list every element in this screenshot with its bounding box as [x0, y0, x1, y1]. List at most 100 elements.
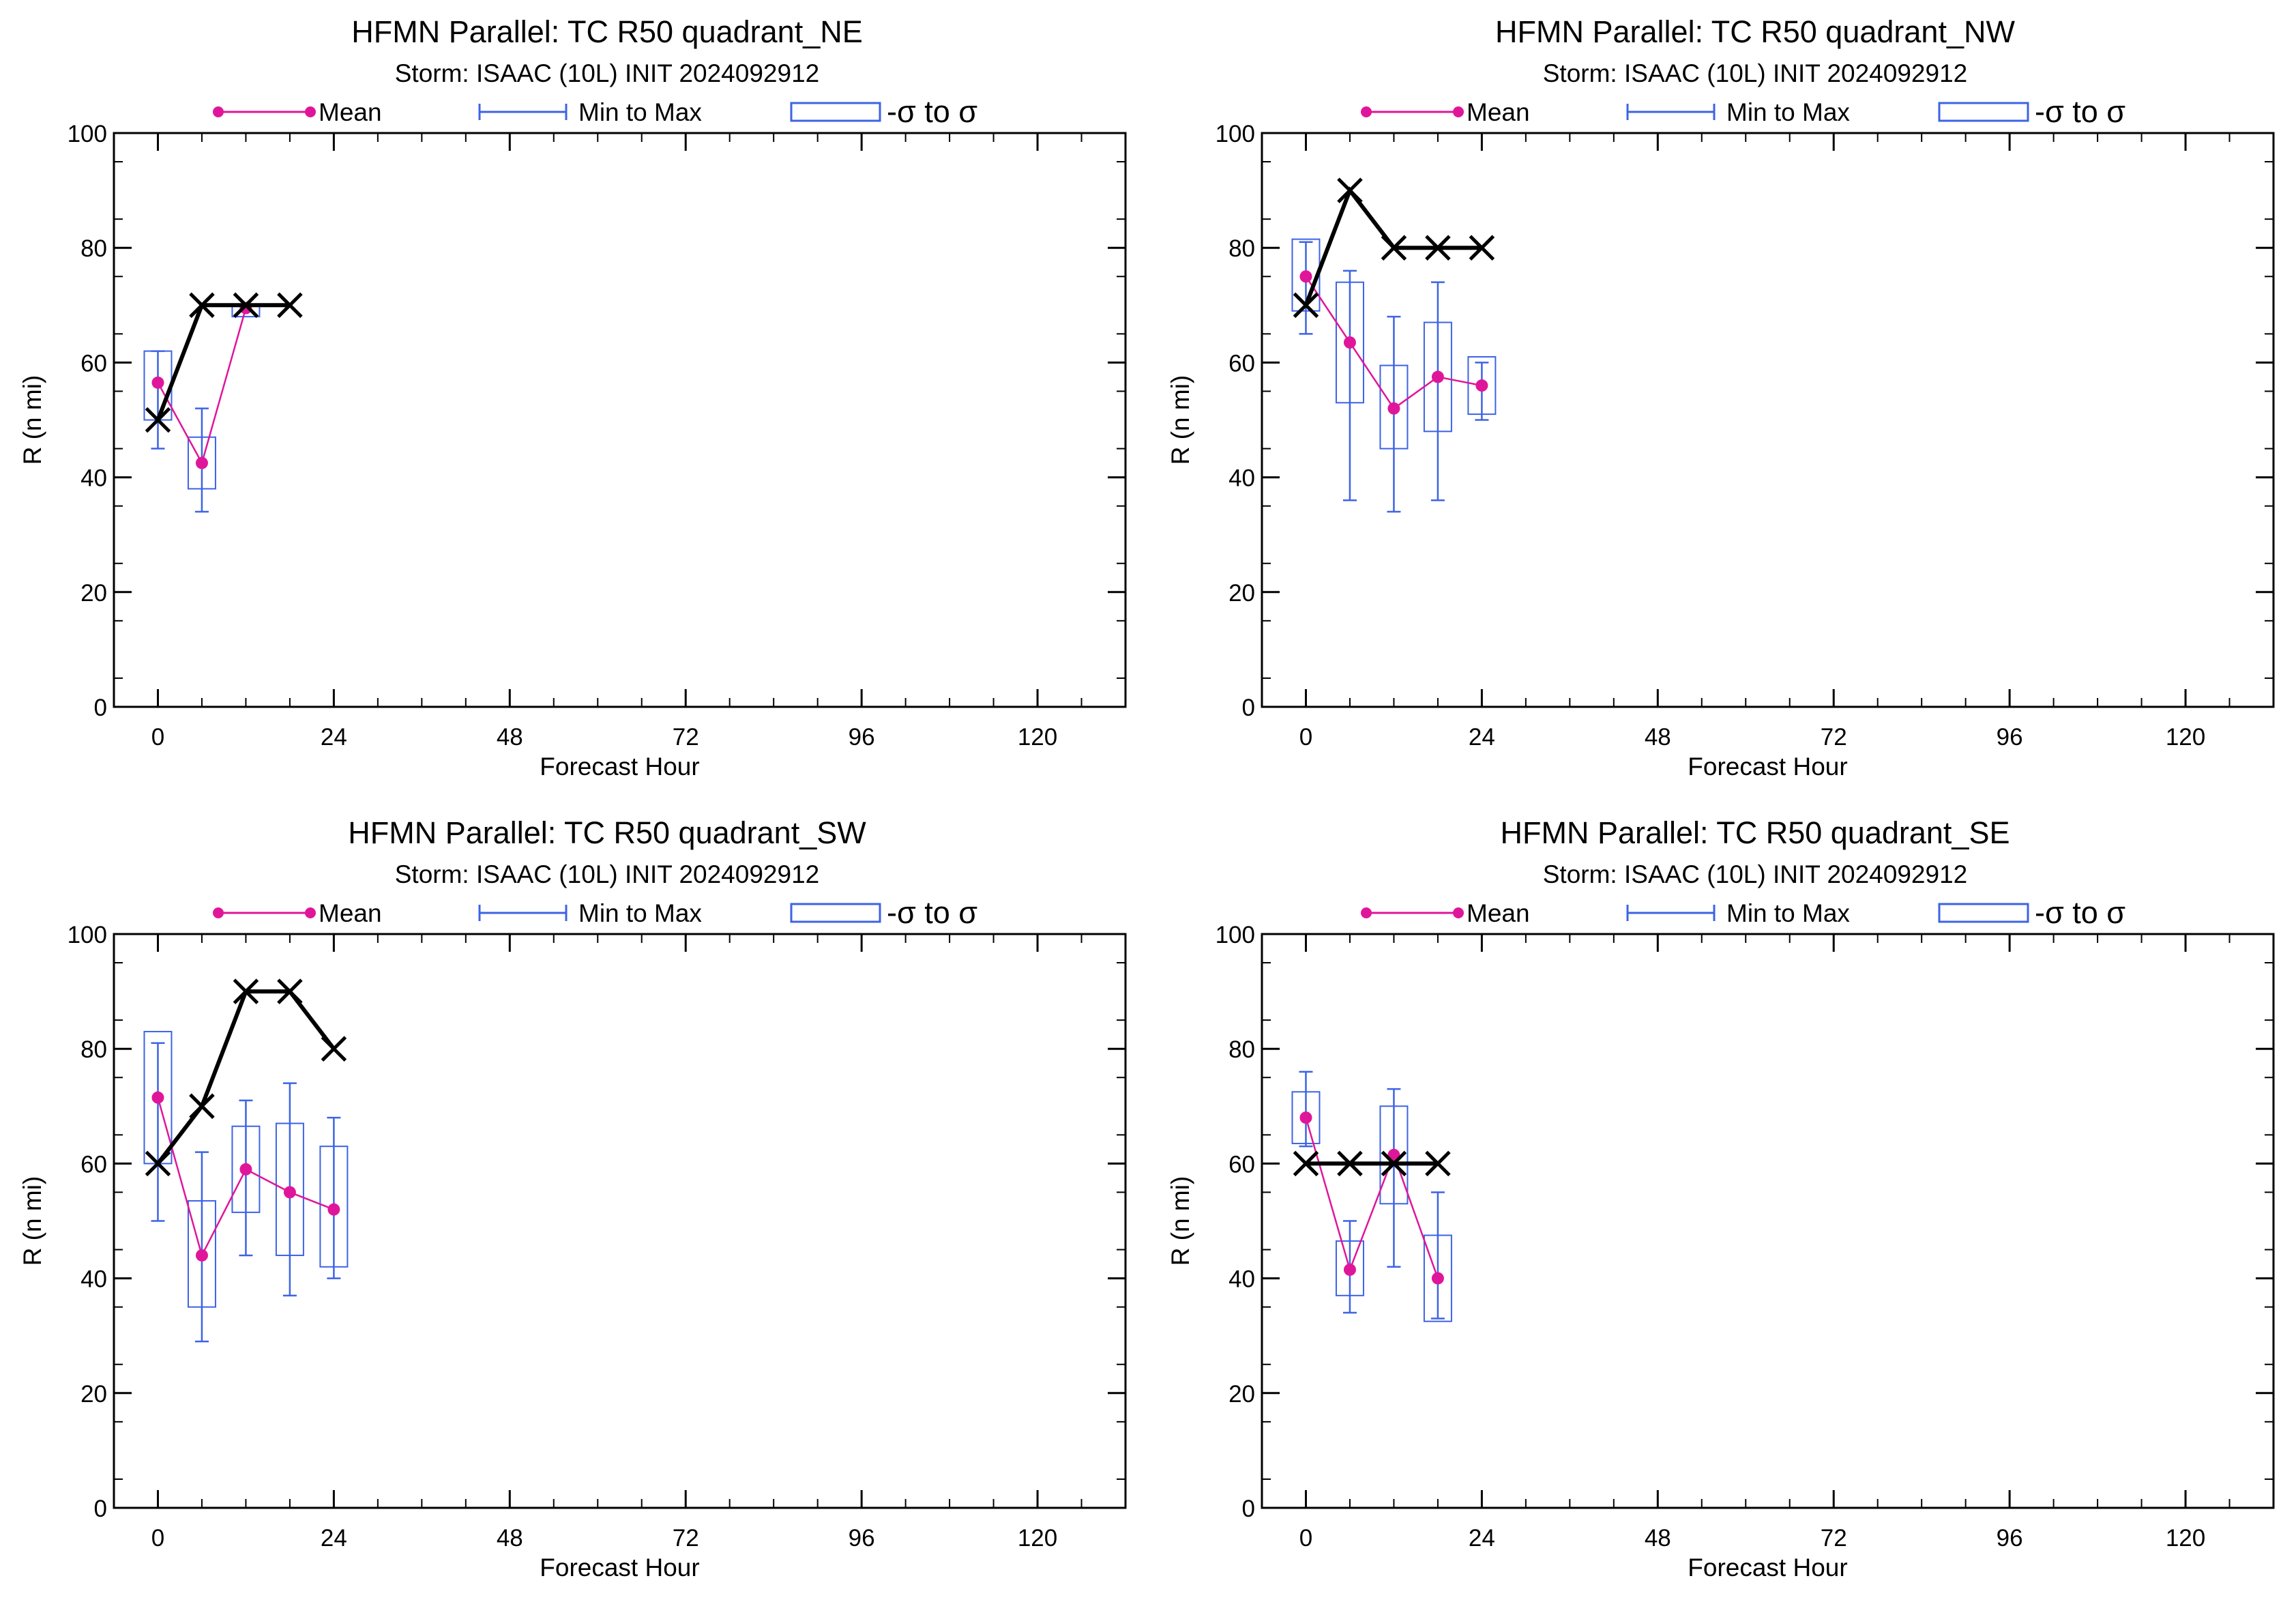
x-tick-label: 120	[2166, 724, 2205, 751]
chart-title: HFMN Parallel: TC R50 quadrant_SW	[348, 815, 866, 850]
x-tick-label: 24	[1469, 724, 1495, 751]
observed-x-marker	[1469, 235, 1495, 261]
y-tick-label: 80	[1228, 235, 1255, 262]
y-axis-label: R (n mi)	[1166, 375, 1194, 465]
y-tick-label: 40	[80, 465, 107, 492]
chart-title: HFMN Parallel: TC R50 quadrant_NE	[351, 14, 862, 49]
chart-subtitle: Storm: ISAAC (10L) INIT 2024092912	[395, 59, 819, 87]
x-tick-label: 24	[321, 1525, 347, 1552]
legend-mean-marker	[305, 907, 316, 918]
x-tick-label: 48	[497, 724, 523, 751]
observed-x-marker	[145, 1150, 171, 1177]
y-tick-label: 40	[80, 1266, 107, 1293]
observed-x-marker	[277, 978, 303, 1004]
observed-x-marker	[1381, 235, 1407, 261]
mean-marker	[1343, 336, 1356, 349]
mean-marker	[1343, 1263, 1356, 1276]
y-tick-label: 100	[68, 121, 107, 147]
x-tick-label: 48	[497, 1525, 523, 1552]
observed-x-marker	[233, 978, 259, 1004]
observed-x-marker	[1425, 235, 1451, 261]
legend: Mean Min to Max -σ to σ	[1361, 895, 2125, 930]
x-tick-label: 0	[1299, 724, 1312, 751]
legend-minmax-label: Min to Max	[578, 899, 702, 927]
chart-title: HFMN Parallel: TC R50 quadrant_SE	[1501, 815, 2010, 850]
chart-panel: HFMN Parallel: TC R50 quadrant_SW Storm: …	[18, 815, 1127, 1582]
mean-marker	[1475, 379, 1488, 392]
legend-minmax-label: Min to Max	[1726, 899, 1850, 927]
observed-x-marker	[277, 292, 303, 319]
chart-subtitle: Storm: ISAAC (10L) INIT 2024092912	[1543, 860, 1967, 888]
legend-minmax-label: Min to Max	[578, 98, 702, 126]
y-tick-label: 0	[94, 1496, 107, 1522]
x-tick-label: 96	[1997, 1525, 2023, 1552]
mean-marker	[1431, 1272, 1444, 1285]
chart-panel: HFMN Parallel: TC R50 quadrant_NE Storm: …	[18, 14, 1127, 781]
legend-mean-marker	[213, 907, 224, 918]
x-tick-label: 24	[1469, 1525, 1495, 1552]
chart-panel: HFMN Parallel: TC R50 quadrant_SE Storm: …	[1166, 815, 2275, 1582]
legend-mean-marker	[1361, 106, 1372, 117]
x-tick-label: 120	[2166, 1525, 2205, 1552]
x-tick-label: 0	[151, 1525, 164, 1552]
observed-line	[156, 303, 290, 421]
legend-mean-marker	[1453, 907, 1464, 918]
mean-marker	[151, 376, 164, 389]
plot-frame	[113, 933, 1127, 1509]
x-tick-label: 72	[673, 1525, 699, 1552]
mean-marker	[327, 1203, 340, 1216]
observed-x-marker	[145, 407, 171, 433]
x-tick-label: 72	[1821, 724, 1847, 751]
legend-sigma-label: -σ to σ	[887, 94, 977, 129]
legend-mean-label: Mean	[1467, 98, 1530, 126]
y-axis-label: R (n mi)	[18, 1176, 46, 1266]
legend-mean-marker	[213, 106, 224, 117]
y-tick-label: 0	[94, 695, 107, 721]
x-tick-label: 96	[849, 1525, 875, 1552]
y-tick-label: 100	[1216, 922, 1255, 948]
plot-frame	[1261, 132, 2275, 708]
observed-x-marker	[1425, 1150, 1451, 1177]
x-tick-label: 72	[673, 724, 699, 751]
x-axis-label: Forecast Hour	[1688, 1554, 1847, 1582]
y-tick-label: 80	[80, 235, 107, 262]
chart-title: HFMN Parallel: TC R50 quadrant_NW	[1495, 14, 2015, 49]
plot-frame	[1261, 933, 2275, 1509]
x-tick-label: 96	[849, 724, 875, 751]
y-tick-label: 40	[1228, 465, 1255, 492]
legend: Mean Min to Max -σ to σ	[1361, 94, 2125, 129]
observed-x-marker	[233, 292, 259, 319]
y-tick-label: 60	[1228, 1151, 1255, 1178]
y-tick-label: 80	[1228, 1036, 1255, 1063]
y-tick-label: 0	[1242, 1496, 1255, 1522]
observed-x-marker	[321, 1036, 347, 1062]
y-tick-label: 80	[80, 1036, 107, 1063]
x-tick-label: 120	[1018, 724, 1057, 751]
legend-mean-marker	[1361, 907, 1372, 918]
mean-marker	[283, 1186, 296, 1199]
mean-line	[1305, 1117, 1439, 1279]
observed-x-marker	[1293, 1150, 1319, 1177]
legend-mean-label: Mean	[1467, 899, 1530, 927]
y-tick-label: 20	[80, 580, 107, 607]
legend-mean-marker	[1453, 106, 1464, 117]
observed-x-marker	[189, 292, 215, 319]
x-tick-label: 72	[1821, 1525, 1847, 1552]
x-tick-label: 0	[151, 724, 164, 751]
y-tick-label: 20	[80, 1381, 107, 1408]
legend-mean-marker	[305, 106, 316, 117]
y-tick-label: 0	[1242, 695, 1255, 721]
chart-panel: HFMN Parallel: TC R50 quadrant_NW Storm: …	[1166, 14, 2275, 781]
mean-marker	[195, 1249, 208, 1262]
y-tick-label: 60	[1228, 350, 1255, 377]
y-tick-label: 60	[80, 350, 107, 377]
mean-marker	[1431, 370, 1444, 383]
legend: Mean Min to Max -σ to σ	[213, 94, 977, 129]
x-tick-label: 96	[1997, 724, 2023, 751]
y-tick-label: 20	[1228, 580, 1255, 607]
y-tick-label: 100	[1216, 121, 1255, 147]
x-tick-label: 24	[321, 724, 347, 751]
mean-marker	[1387, 1148, 1400, 1161]
x-tick-label: 48	[1645, 1525, 1671, 1552]
